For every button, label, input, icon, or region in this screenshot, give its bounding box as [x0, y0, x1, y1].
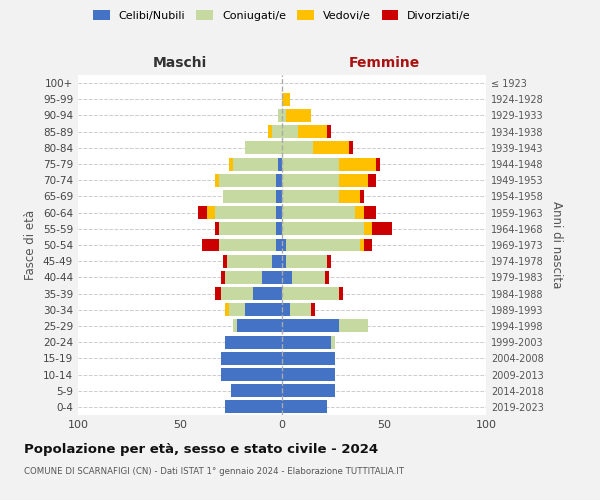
Bar	[282, 142, 313, 154]
Y-axis label: Fasce di età: Fasce di età	[25, 210, 37, 280]
Bar	[282, 93, 290, 106]
Bar	[282, 400, 327, 413]
Bar	[229, 158, 233, 170]
Bar	[215, 287, 221, 300]
Bar	[298, 125, 327, 138]
Bar	[282, 368, 335, 381]
Bar	[225, 336, 282, 348]
Y-axis label: Anni di nascita: Anni di nascita	[550, 202, 563, 288]
Bar	[364, 238, 372, 252]
Bar	[282, 352, 335, 365]
Bar	[282, 158, 339, 170]
Bar	[282, 336, 331, 348]
Bar	[349, 142, 353, 154]
Bar	[219, 238, 276, 252]
Bar	[233, 320, 237, 332]
Bar	[368, 174, 376, 186]
Bar	[339, 320, 368, 332]
Bar	[276, 190, 282, 203]
Bar	[276, 222, 282, 235]
Bar	[355, 206, 364, 219]
Bar	[272, 254, 282, 268]
Bar	[286, 238, 359, 252]
Bar	[286, 109, 311, 122]
Bar	[364, 206, 376, 219]
Bar	[215, 174, 219, 186]
Bar	[219, 174, 276, 186]
Bar	[245, 304, 282, 316]
Text: Popolazione per età, sesso e stato civile - 2024: Popolazione per età, sesso e stato civil…	[24, 442, 378, 456]
Bar	[364, 222, 372, 235]
Bar	[221, 271, 225, 284]
Bar	[227, 254, 272, 268]
Bar	[221, 368, 282, 381]
Bar	[202, 238, 219, 252]
Bar	[311, 304, 314, 316]
Bar	[313, 142, 349, 154]
Bar	[223, 190, 276, 203]
Bar	[339, 190, 359, 203]
Bar	[282, 109, 286, 122]
Bar	[278, 109, 282, 122]
Text: COMUNE DI SCARNAFIGI (CN) - Dati ISTAT 1° gennaio 2024 - Elaborazione TUTTITALIA: COMUNE DI SCARNAFIGI (CN) - Dati ISTAT 1…	[24, 468, 404, 476]
Bar	[339, 287, 343, 300]
Bar	[282, 287, 339, 300]
Bar	[219, 222, 276, 235]
Bar	[221, 287, 253, 300]
Bar	[276, 206, 282, 219]
Text: Maschi: Maschi	[153, 56, 207, 70]
Bar	[327, 125, 331, 138]
Bar	[225, 400, 282, 413]
Bar	[327, 254, 331, 268]
Bar	[359, 190, 364, 203]
Bar	[278, 158, 282, 170]
Bar	[372, 222, 392, 235]
Bar	[282, 206, 355, 219]
Bar	[276, 238, 282, 252]
Bar	[272, 125, 282, 138]
Bar	[245, 142, 282, 154]
Bar	[359, 238, 364, 252]
Text: Femmine: Femmine	[349, 56, 419, 70]
Bar	[215, 222, 219, 235]
Bar	[282, 222, 364, 235]
Bar	[325, 271, 329, 284]
Bar	[268, 125, 272, 138]
Bar	[282, 174, 339, 186]
Bar	[221, 352, 282, 365]
Bar	[282, 125, 298, 138]
Bar	[339, 158, 376, 170]
Bar	[262, 271, 282, 284]
Bar	[276, 174, 282, 186]
Bar	[282, 304, 290, 316]
Bar	[206, 206, 215, 219]
Bar	[290, 304, 311, 316]
Bar	[225, 271, 262, 284]
Bar	[282, 238, 286, 252]
Bar	[282, 271, 292, 284]
Bar	[223, 254, 227, 268]
Bar	[215, 206, 276, 219]
Bar	[286, 254, 327, 268]
Legend: Celibi/Nubili, Coniugati/e, Vedovi/e, Divorziati/e: Celibi/Nubili, Coniugati/e, Vedovi/e, Di…	[89, 6, 475, 25]
Bar	[376, 158, 380, 170]
Bar	[282, 384, 335, 397]
Bar	[282, 320, 339, 332]
Bar	[282, 190, 339, 203]
Bar	[233, 158, 278, 170]
Bar	[282, 254, 286, 268]
Bar	[253, 287, 282, 300]
Bar	[199, 206, 206, 219]
Bar	[229, 304, 245, 316]
Bar	[292, 271, 325, 284]
Bar	[237, 320, 282, 332]
Bar	[231, 384, 282, 397]
Bar	[339, 174, 368, 186]
Bar	[225, 304, 229, 316]
Bar	[331, 336, 335, 348]
